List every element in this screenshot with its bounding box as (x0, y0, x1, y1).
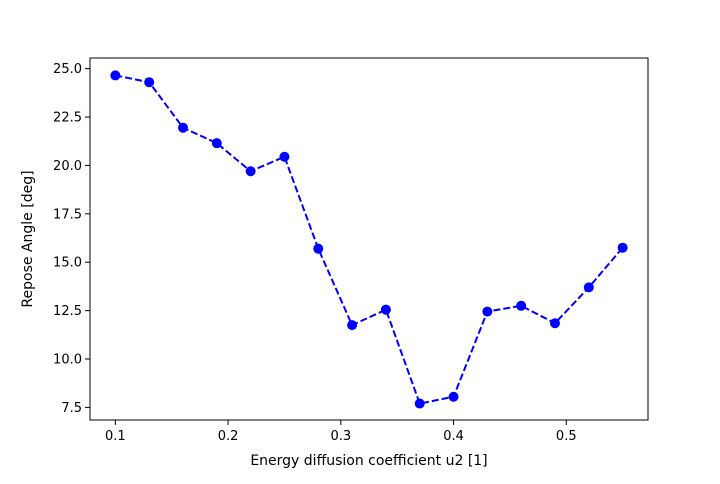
data-point (380, 304, 391, 315)
x-tick-label: 0.5 (556, 429, 577, 444)
y-tick-label: 20.0 (53, 159, 82, 174)
data-point (482, 306, 493, 317)
y-axis-title: Repose Angle [deg] (20, 170, 36, 307)
data-point (245, 166, 256, 177)
y-tick-label: 12.5 (53, 304, 82, 319)
data-point (550, 318, 560, 329)
data-point (448, 391, 459, 402)
x-tick-label: 0.2 (218, 429, 239, 444)
data-point (516, 300, 527, 311)
data-point (347, 320, 358, 331)
plot-frame (89, 57, 649, 421)
data-point (617, 242, 628, 253)
data-point (583, 282, 594, 293)
y-tick-label: 7.5 (61, 401, 82, 416)
data-point (211, 138, 222, 149)
x-tick-label: 0.4 (443, 429, 464, 444)
data-point (279, 151, 290, 162)
y-tick-label: 10.0 (53, 353, 82, 368)
series-layer (110, 70, 628, 409)
y-tick-label: 25.0 (53, 62, 82, 77)
data-point (178, 122, 188, 133)
y-tick-label: 17.5 (53, 207, 82, 222)
plot-area (90, 58, 648, 420)
x-axis: 0.1 0.2 0.3 0.4 0.5 (105, 420, 577, 444)
x-tick-label: 0.3 (330, 429, 351, 444)
data-point (110, 70, 121, 81)
y-tick-label: 22.5 (53, 111, 82, 126)
data-point (144, 77, 155, 88)
y-tick-label: 15.0 (53, 256, 82, 271)
x-tick-label: 0.1 (105, 429, 126, 444)
data-point (414, 398, 425, 409)
y-axis: 7.5 10.0 12.5 15.0 17.5 20.0 22.5 25.0 (53, 62, 90, 416)
data-point (313, 243, 324, 254)
x-axis-title: Energy diffusion coefficient u2 [1] (250, 453, 487, 469)
